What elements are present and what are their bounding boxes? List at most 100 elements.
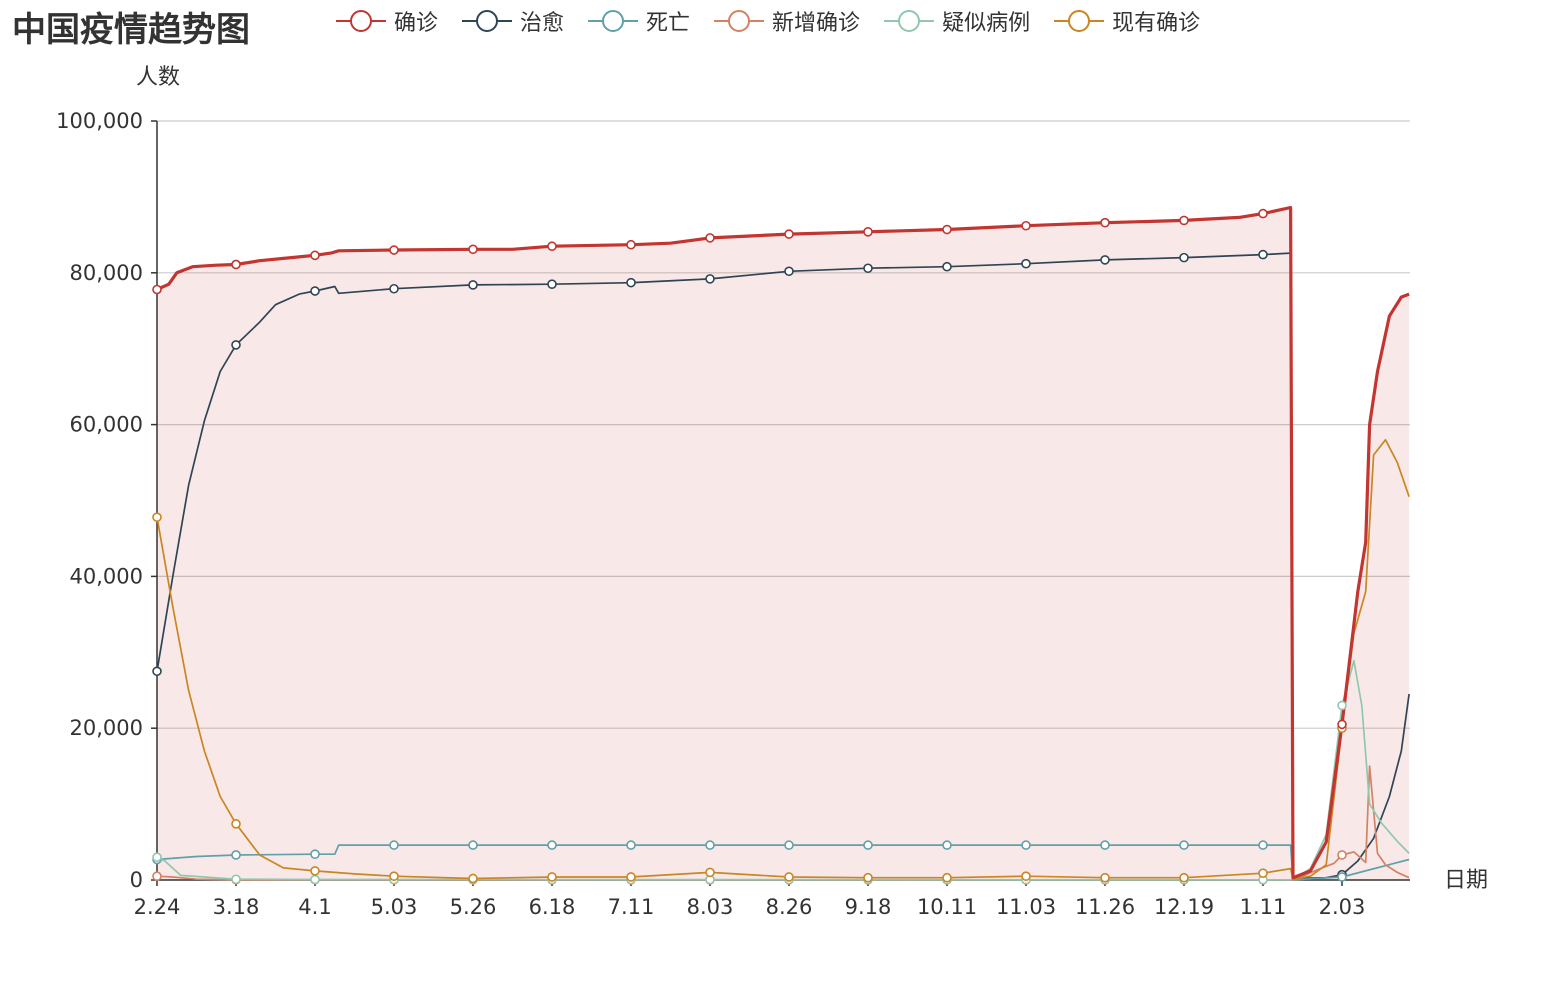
x-tick-label: 1.11 [1240, 895, 1287, 919]
data-point [152, 666, 162, 677]
data-point [705, 274, 715, 284]
chart-title: 中国疫情趋势图 [12, 10, 250, 50]
data-point [705, 233, 715, 243]
legend-item[interactable]: 确诊 [336, 5, 438, 37]
data-point [784, 840, 794, 850]
data-point [310, 286, 320, 296]
data-point [863, 227, 873, 237]
y-tick-label: 40,000 [70, 564, 143, 588]
data-point [310, 874, 320, 885]
data-point [389, 283, 399, 294]
data-point [942, 261, 952, 272]
data-point [1021, 220, 1031, 231]
data-point [1021, 871, 1031, 882]
data-point [942, 224, 952, 235]
legend-item[interactable]: 死亡 [588, 5, 690, 37]
y-tick-label: 100,000 [56, 109, 143, 133]
y-tick-label: 80,000 [70, 261, 143, 285]
data-point [863, 872, 873, 883]
x-tick-label: 2.24 [134, 895, 181, 919]
legend-marker-icon [714, 10, 765, 32]
legend-item[interactable]: 现有确诊 [1054, 5, 1200, 37]
legend-label: 现有确诊 [1112, 11, 1201, 36]
chart-legend: 确诊 治愈 死亡 新增确诊 疑似病例 现有确诊 [336, 6, 1224, 36]
series-line [156, 765, 1410, 881]
x-tick-label: 9.18 [845, 895, 892, 919]
data-point [1179, 872, 1189, 883]
data-point [705, 840, 715, 850]
series-line [156, 205, 1410, 880]
data-point [705, 867, 715, 878]
legend-marker-icon [336, 10, 386, 32]
x-tick-label: 11.26 [1075, 895, 1135, 919]
data-point [626, 872, 636, 882]
data-point [1337, 700, 1347, 711]
data-point [389, 245, 399, 255]
data-point [310, 849, 320, 859]
legend-label: 疑似病例 [942, 11, 1031, 36]
x-tick-label: 5.03 [371, 895, 418, 919]
legend-marker-icon [588, 10, 639, 32]
x-tick-label: 8.03 [687, 895, 734, 919]
legend-item[interactable]: 治愈 [462, 5, 564, 37]
x-tick-label: 3.18 [213, 895, 260, 919]
data-point [1337, 872, 1347, 882]
data-point [1021, 840, 1031, 850]
data-point [1337, 850, 1347, 860]
data-point [1337, 719, 1347, 730]
x-tick-label: 7.11 [608, 895, 655, 919]
legend-label: 确诊 [394, 11, 439, 36]
data-point [468, 280, 478, 290]
data-point [231, 819, 241, 829]
x-axis-label: 日期 [1444, 868, 1488, 893]
x-tick-label: 10.11 [917, 895, 977, 919]
series-area [157, 207, 1410, 880]
data-point [231, 340, 241, 350]
legend-marker-icon [462, 10, 513, 32]
y-tick-label: 60,000 [70, 413, 143, 437]
data-point [152, 284, 162, 295]
data-point [1258, 208, 1268, 219]
data-point [1100, 840, 1110, 850]
data-point [231, 259, 241, 270]
data-point [310, 250, 320, 261]
x-tick-label: 5.26 [450, 895, 497, 919]
data-point [547, 279, 557, 289]
legend-item[interactable]: 疑似病例 [884, 5, 1030, 37]
x-tick-label: 4.1 [298, 895, 331, 919]
data-point [231, 874, 241, 885]
legend-label: 治愈 [520, 11, 565, 36]
data-point [784, 229, 794, 239]
data-point [1258, 840, 1268, 850]
data-point [863, 840, 873, 850]
data-point [626, 239, 636, 250]
data-point [152, 512, 162, 522]
data-point [1100, 872, 1110, 883]
data-point [784, 872, 794, 882]
legend-marker-icon [1054, 10, 1105, 32]
y-axis-label: 人数 [136, 65, 180, 90]
data-point [863, 263, 873, 274]
data-point [152, 852, 162, 863]
data-point [547, 840, 557, 850]
legend-marker-icon [884, 10, 935, 32]
data-point [942, 840, 952, 850]
data-point [1021, 258, 1031, 269]
data-point [1100, 255, 1110, 265]
legend-label: 死亡 [646, 11, 691, 36]
data-point [468, 244, 478, 255]
data-point [547, 872, 557, 882]
data-point [1179, 252, 1189, 263]
x-tick-label: 11.03 [996, 895, 1056, 919]
data-point [389, 871, 399, 882]
data-point [1258, 868, 1268, 878]
data-point [1179, 840, 1189, 850]
data-point [468, 873, 478, 884]
data-point [784, 266, 794, 277]
data-point [389, 840, 399, 850]
data-point [1100, 217, 1110, 228]
legend-item[interactable]: 新增确诊 [714, 5, 860, 37]
data-point [547, 241, 557, 252]
data-point [1179, 215, 1189, 226]
